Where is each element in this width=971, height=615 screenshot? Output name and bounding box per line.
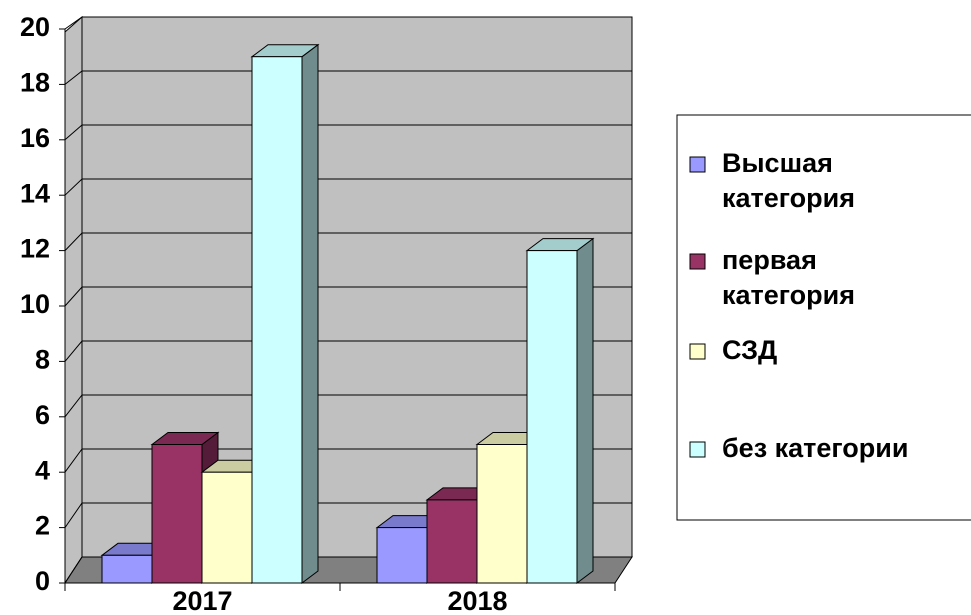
legend-label: СЗД — [722, 335, 777, 365]
grid-line — [64, 340, 632, 362]
y-tick-label: 20 — [20, 12, 50, 42]
grid-line — [64, 16, 632, 30]
legend-label: первая категория — [722, 245, 855, 310]
bar — [251, 56, 303, 584]
grid-line — [64, 70, 632, 85]
y-tick-label: 18 — [20, 68, 50, 98]
grid-line — [64, 232, 632, 251]
bar — [526, 250, 578, 584]
y-tick-label: 16 — [20, 123, 50, 153]
grid-line — [64, 124, 632, 141]
y-tick-label: 8 — [35, 345, 50, 375]
legend-label: без категории — [722, 433, 908, 463]
bar — [201, 471, 253, 584]
grid-line — [64, 448, 632, 473]
legend-swatch — [689, 441, 706, 458]
y-tick-label: 2 — [35, 511, 50, 541]
bar — [426, 499, 478, 584]
legend — [676, 114, 971, 521]
y-tick-label: 4 — [35, 455, 50, 485]
bar — [476, 444, 528, 584]
legend-label: Высшая категория — [722, 148, 855, 213]
bar — [151, 444, 203, 584]
grid-line — [64, 394, 632, 418]
legend-swatch — [689, 253, 706, 270]
bar — [101, 554, 153, 584]
x-tick-label: 2017 — [172, 586, 232, 615]
legend-swatch — [689, 343, 706, 360]
side-wall — [64, 15, 83, 585]
bar — [376, 527, 428, 584]
bar-side — [576, 237, 594, 584]
x-tick-label: 2018 — [447, 586, 507, 615]
y-tick-label: 6 — [35, 400, 50, 430]
y-tick-label: 14 — [20, 178, 50, 208]
grid-line — [64, 286, 632, 307]
y-tick-label: 10 — [20, 289, 50, 319]
bar-side — [301, 43, 319, 584]
grid-line — [64, 178, 632, 196]
y-tick-label: 12 — [20, 234, 50, 264]
legend-swatch — [689, 156, 706, 173]
y-tick-label: 0 — [35, 566, 50, 596]
